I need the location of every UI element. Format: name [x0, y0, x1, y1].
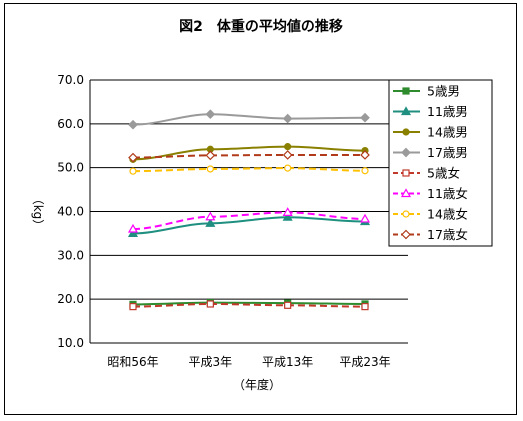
legend-item: 5歳女 [393, 166, 460, 181]
legend-label: 11歳女 [427, 186, 468, 201]
data-point [128, 152, 138, 163]
data-point [400, 106, 412, 116]
series-14歳男 [129, 143, 369, 163]
x-axis: 昭和56年 平成3年 平成13年 平成23年 [107, 355, 390, 369]
legend-label: 17歳女 [427, 227, 468, 242]
x-axis-title: （年度） [233, 377, 281, 392]
data-point [128, 119, 138, 130]
y-tick-label: 10.0 [57, 336, 84, 350]
data-point [401, 229, 411, 240]
data-point [361, 303, 369, 311]
data-point [402, 169, 410, 177]
data-point [284, 164, 292, 172]
legend-label: 17歳男 [427, 145, 468, 160]
data-point [205, 218, 216, 227]
data-point [400, 188, 412, 198]
data-point [282, 150, 293, 160]
series-line [132, 145, 366, 161]
legend-item: 17歳女 [393, 227, 468, 242]
data-point [129, 167, 137, 175]
y-axis-title: （kg） [31, 193, 45, 232]
series-17歳男 [128, 109, 370, 130]
series-line [132, 302, 366, 308]
data-point [127, 223, 139, 233]
legend-item: 11歳男 [393, 104, 468, 119]
data-point [206, 300, 214, 308]
legend-item: 14歳女 [393, 207, 468, 222]
legend-label: 5歳男 [427, 84, 460, 99]
legend-item: 17歳男 [393, 145, 468, 160]
data-point [205, 150, 216, 161]
legend-item: 14歳男 [393, 125, 468, 140]
data-point [127, 228, 139, 238]
data-point [360, 112, 370, 123]
data-point [359, 213, 371, 223]
data-point [282, 113, 293, 124]
data-point [402, 128, 410, 136]
data-point [402, 87, 410, 95]
data-point [206, 165, 214, 173]
legend: 5歳男 11歳男 14歳男 17歳男 5歳女 11歳女 14歳女 17歳女 [393, 84, 468, 242]
data-point [360, 150, 370, 160]
legend-label: 11歳男 [427, 104, 468, 119]
data-point [282, 207, 293, 216]
y-tick-label: 20.0 [57, 292, 84, 306]
series-14歳女 [129, 164, 369, 175]
data-point [361, 167, 369, 175]
series-11歳女 [127, 207, 371, 233]
data-point [402, 210, 410, 218]
y-tick-label: 50.0 [57, 161, 84, 175]
x-tick-label: 平成13年 [262, 355, 313, 369]
data-point [284, 143, 292, 151]
series-line [132, 113, 366, 126]
chart-title: 図2 体重の平均値の推移 [179, 18, 343, 35]
series-line [132, 153, 365, 159]
legend-label: 5歳女 [427, 166, 460, 181]
data-point [401, 147, 411, 158]
data-point [284, 301, 292, 309]
data-point [205, 109, 216, 120]
data-point [129, 303, 137, 311]
legend-label: 14歳女 [427, 207, 468, 222]
legend-label: 14歳男 [427, 125, 468, 140]
data-point [205, 211, 216, 221]
series-line [132, 167, 366, 173]
y-tick-label: 70.0 [57, 73, 84, 87]
series-5歳女 [129, 300, 369, 311]
series-17歳女 [128, 150, 370, 163]
legend-item: 11歳女 [393, 186, 468, 201]
y-tick-label: 40.0 [57, 205, 84, 219]
series-group [127, 109, 371, 311]
y-tick-label: 30.0 [57, 248, 84, 262]
series-line [132, 216, 366, 235]
x-tick-label: 平成3年 [189, 355, 233, 369]
legend-item: 5歳男 [393, 84, 460, 99]
y-axis: 10.0 20.0 30.0 40.0 50.0 60.0 70.0 [57, 73, 84, 350]
data-point [282, 211, 293, 221]
series-line [132, 301, 366, 306]
series-line [132, 211, 366, 231]
x-tick-label: 昭和56年 [107, 355, 158, 369]
x-tick-label: 平成23年 [339, 355, 390, 369]
y-tick-label: 60.0 [57, 117, 84, 131]
